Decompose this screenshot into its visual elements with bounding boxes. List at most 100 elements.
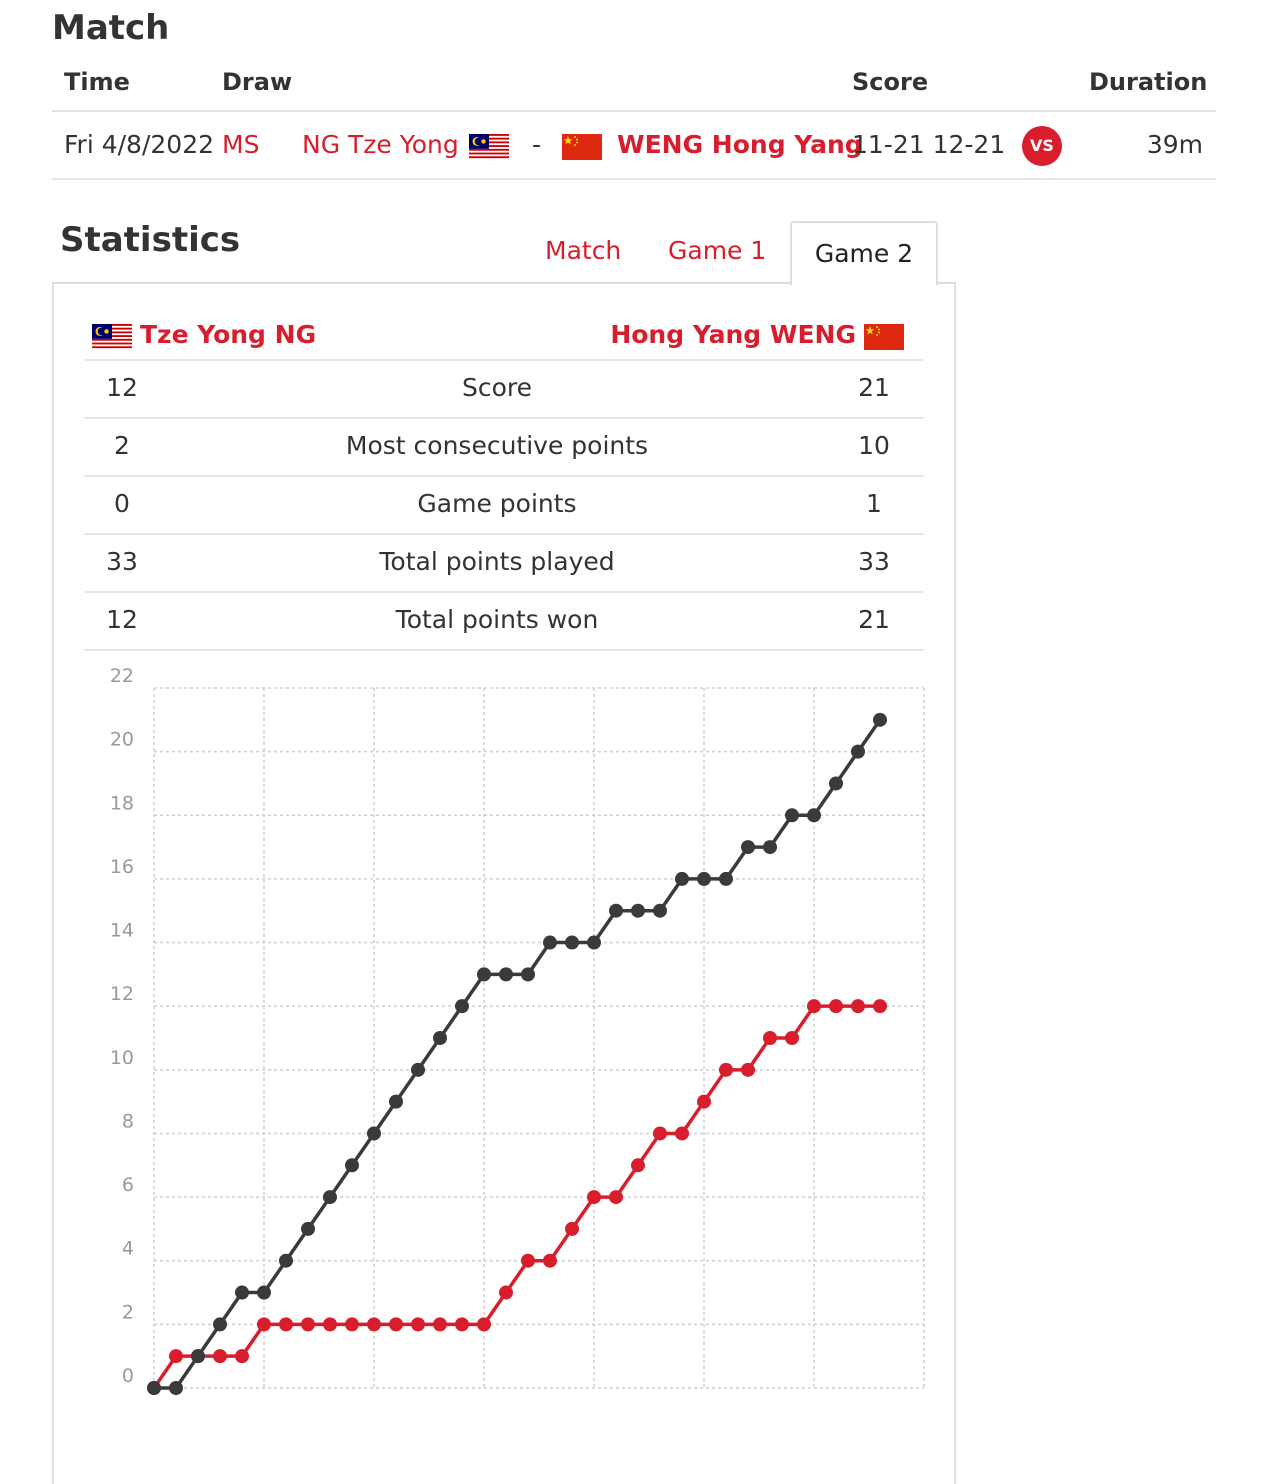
data-point <box>433 1317 447 1332</box>
data-point <box>499 967 513 982</box>
data-point <box>851 999 865 1014</box>
match-section-title: Match <box>52 8 170 48</box>
y-tick-label: 14 <box>110 920 134 942</box>
stats-player-right[interactable]: Hong Yang WENG <box>610 320 856 349</box>
stat-right-value: 10 <box>858 431 890 460</box>
data-point <box>631 903 645 918</box>
series-line <box>152 1004 880 1389</box>
data-point <box>345 1158 359 1173</box>
data-point <box>807 808 821 823</box>
y-tick-label: 6 <box>122 1174 134 1196</box>
stat-left-value: 12 <box>106 605 138 634</box>
data-point <box>213 1349 227 1364</box>
data-point <box>279 1253 293 1268</box>
data-point <box>301 1221 315 1236</box>
y-tick-label: 2 <box>122 1301 134 1323</box>
data-point <box>697 1094 711 1109</box>
data-point <box>213 1317 227 1332</box>
data-point <box>279 1317 293 1332</box>
y-tick-label: 10 <box>110 1047 134 1069</box>
data-point <box>169 1349 183 1364</box>
data-point <box>609 1190 623 1205</box>
data-point <box>873 999 887 1014</box>
stat-right-value: 21 <box>858 373 890 402</box>
stat-left-value: 2 <box>114 431 130 460</box>
data-point <box>499 1285 513 1300</box>
series-line <box>154 718 882 1390</box>
data-point <box>565 935 579 950</box>
data-point <box>587 935 601 950</box>
data-point <box>521 1253 535 1268</box>
stat-row: 33 Total points played 33 <box>84 533 924 591</box>
tab-game-2[interactable]: Game 2 <box>790 221 938 285</box>
data-point <box>301 1317 315 1332</box>
versus-separator: - <box>532 130 542 159</box>
stat-left-value: 0 <box>114 489 130 518</box>
y-tick-label: 0 <box>122 1365 134 1387</box>
stats-player-left[interactable]: Tze Yong NG <box>140 320 317 349</box>
y-tick-label: 20 <box>110 729 134 751</box>
data-point <box>609 903 623 918</box>
data-point <box>235 1285 249 1300</box>
data-point <box>675 871 689 886</box>
tab-game-1[interactable]: Game 1 <box>668 236 767 265</box>
data-point <box>719 871 733 886</box>
stat-row: 2 Most consecutive points 10 <box>84 417 924 475</box>
china-flag-icon <box>562 134 602 160</box>
stat-label: Total points won <box>395 605 599 634</box>
data-point <box>741 1062 755 1077</box>
data-point <box>653 1126 667 1141</box>
statistics-panel <box>52 282 956 1484</box>
data-point <box>785 808 799 823</box>
y-tick-label: 12 <box>110 983 134 1005</box>
data-point <box>807 999 821 1014</box>
vs-head-to-head-button[interactable]: VS <box>1022 126 1062 166</box>
data-point <box>697 871 711 886</box>
china-flag-icon <box>864 324 904 350</box>
data-point <box>257 1317 271 1332</box>
y-tick-label: 18 <box>110 792 134 814</box>
data-point <box>235 1349 249 1364</box>
data-point <box>587 1190 601 1205</box>
header-divider <box>52 110 1216 112</box>
match-time: Fri 4/8/2022 <box>64 130 215 159</box>
data-point <box>653 903 667 918</box>
y-tick-label: 16 <box>110 856 134 878</box>
data-point <box>367 1317 381 1332</box>
stat-row: 12 Score 21 <box>84 359 924 417</box>
data-point <box>631 1158 645 1173</box>
malaysia-flag-icon <box>469 134 509 160</box>
data-point <box>675 1126 689 1141</box>
stat-label: Most consecutive points <box>345 431 649 460</box>
player2-link[interactable]: WENG Hong Yang <box>617 130 863 159</box>
stat-table-bottom-border <box>84 649 924 651</box>
stat-label: Total points played <box>379 547 615 576</box>
data-point <box>741 840 755 855</box>
match-duration: 39m <box>1146 130 1203 159</box>
statistics-title: Statistics <box>60 220 241 260</box>
y-tick-label: 8 <box>122 1110 134 1132</box>
score-progression-chart: 0 2 4 6 8 10 12 14 16 18 20 22 <box>110 665 925 1395</box>
data-point <box>829 776 843 791</box>
data-point <box>191 1349 205 1364</box>
stat-right-value: 33 <box>858 547 890 576</box>
data-point <box>543 935 557 950</box>
tab-match[interactable]: Match <box>545 236 622 265</box>
stat-label: Game points <box>417 489 577 518</box>
data-point <box>785 1031 799 1045</box>
data-point <box>851 744 865 759</box>
data-point <box>455 1317 469 1332</box>
data-point <box>763 840 777 855</box>
y-tick-label: 4 <box>122 1238 134 1260</box>
stat-right-value: 21 <box>858 605 890 634</box>
data-point <box>455 999 469 1014</box>
player1-link[interactable]: NG Tze Yong <box>302 130 459 159</box>
data-point <box>345 1317 359 1332</box>
match-score: 11-21 12-21 <box>852 130 1006 159</box>
data-point <box>477 967 491 982</box>
draw-link[interactable]: MS <box>222 130 260 159</box>
data-point <box>323 1190 337 1205</box>
data-point <box>521 967 535 982</box>
data-point <box>147 1381 161 1395</box>
data-point <box>411 1317 425 1332</box>
